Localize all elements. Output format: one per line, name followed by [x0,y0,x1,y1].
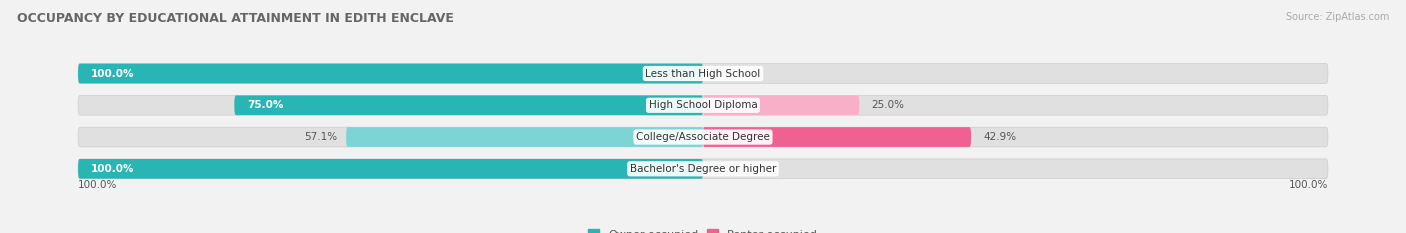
Text: 100.0%: 100.0% [79,180,118,190]
Text: 25.0%: 25.0% [872,100,904,110]
FancyBboxPatch shape [79,64,1327,83]
Text: 75.0%: 75.0% [247,100,283,110]
FancyBboxPatch shape [79,64,703,83]
Text: Bachelor's Degree or higher: Bachelor's Degree or higher [630,164,776,174]
FancyBboxPatch shape [79,127,1327,147]
Text: 57.1%: 57.1% [304,132,337,142]
Text: High School Diploma: High School Diploma [648,100,758,110]
FancyBboxPatch shape [703,96,859,115]
FancyBboxPatch shape [235,96,703,115]
Text: 0.0%: 0.0% [716,69,742,79]
FancyBboxPatch shape [346,127,703,147]
Text: 100.0%: 100.0% [90,164,134,174]
Text: 100.0%: 100.0% [1288,180,1327,190]
Text: 100.0%: 100.0% [90,69,134,79]
FancyBboxPatch shape [79,96,1327,115]
FancyBboxPatch shape [703,127,972,147]
Text: Source: ZipAtlas.com: Source: ZipAtlas.com [1285,12,1389,22]
FancyBboxPatch shape [79,159,703,179]
Text: 42.9%: 42.9% [984,132,1017,142]
FancyBboxPatch shape [79,159,1327,179]
Text: OCCUPANCY BY EDUCATIONAL ATTAINMENT IN EDITH ENCLAVE: OCCUPANCY BY EDUCATIONAL ATTAINMENT IN E… [17,12,454,25]
Text: College/Associate Degree: College/Associate Degree [636,132,770,142]
Legend: Owner-occupied, Renter-occupied: Owner-occupied, Renter-occupied [583,225,823,233]
Text: 0.0%: 0.0% [716,164,742,174]
Text: Less than High School: Less than High School [645,69,761,79]
